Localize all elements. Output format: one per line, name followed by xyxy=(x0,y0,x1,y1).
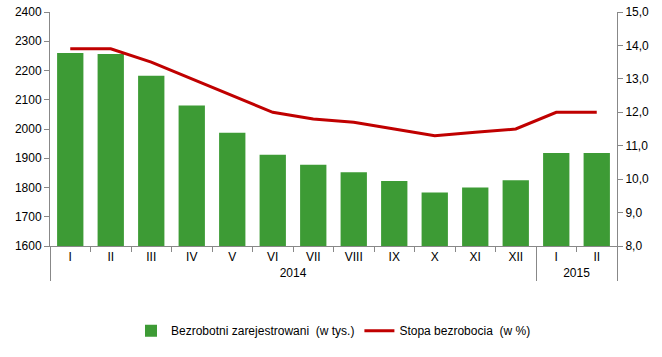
svg-text:Stopa bezrobocia (w %): Stopa bezrobocia (w %) xyxy=(399,324,530,338)
svg-text:2300: 2300 xyxy=(15,34,42,48)
svg-text:2000: 2000 xyxy=(15,122,42,136)
svg-text:V: V xyxy=(228,250,236,264)
svg-text:2015: 2015 xyxy=(563,266,590,280)
svg-text:1900: 1900 xyxy=(15,151,42,165)
svg-text:VIII: VIII xyxy=(345,250,363,264)
svg-text:III: III xyxy=(146,250,156,264)
svg-text:1700: 1700 xyxy=(15,210,42,224)
svg-text:2100: 2100 xyxy=(15,93,42,107)
svg-text:10,0: 10,0 xyxy=(625,172,649,186)
svg-text:Bezrobotni zarejestrowani (w: Bezrobotni zarejestrowani (w tys.) xyxy=(171,324,354,338)
svg-text:II: II xyxy=(107,250,114,264)
svg-text:15,0: 15,0 xyxy=(625,5,649,19)
svg-text:XI: XI xyxy=(470,250,481,264)
svg-text:2400: 2400 xyxy=(15,5,42,19)
svg-text:9,0: 9,0 xyxy=(625,206,642,220)
svg-text:2014: 2014 xyxy=(280,266,307,280)
svg-text:1800: 1800 xyxy=(15,181,42,195)
svg-text:13,0: 13,0 xyxy=(625,72,649,86)
svg-text:14,0: 14,0 xyxy=(625,39,649,53)
svg-text:IV: IV xyxy=(186,250,197,264)
svg-text:IX: IX xyxy=(389,250,400,264)
svg-text:VII: VII xyxy=(306,250,321,264)
svg-text:I: I xyxy=(69,250,72,264)
svg-text:1600: 1600 xyxy=(15,239,42,253)
svg-text:2200: 2200 xyxy=(15,64,42,78)
svg-text:11,0: 11,0 xyxy=(625,139,648,153)
svg-text:II: II xyxy=(593,250,600,264)
svg-text:12,0: 12,0 xyxy=(625,105,649,119)
svg-text:8,0: 8,0 xyxy=(625,239,642,253)
svg-text:X: X xyxy=(431,250,439,264)
svg-text:XII: XII xyxy=(508,250,523,264)
svg-text:VI: VI xyxy=(267,250,278,264)
svg-text:I: I xyxy=(555,250,558,264)
